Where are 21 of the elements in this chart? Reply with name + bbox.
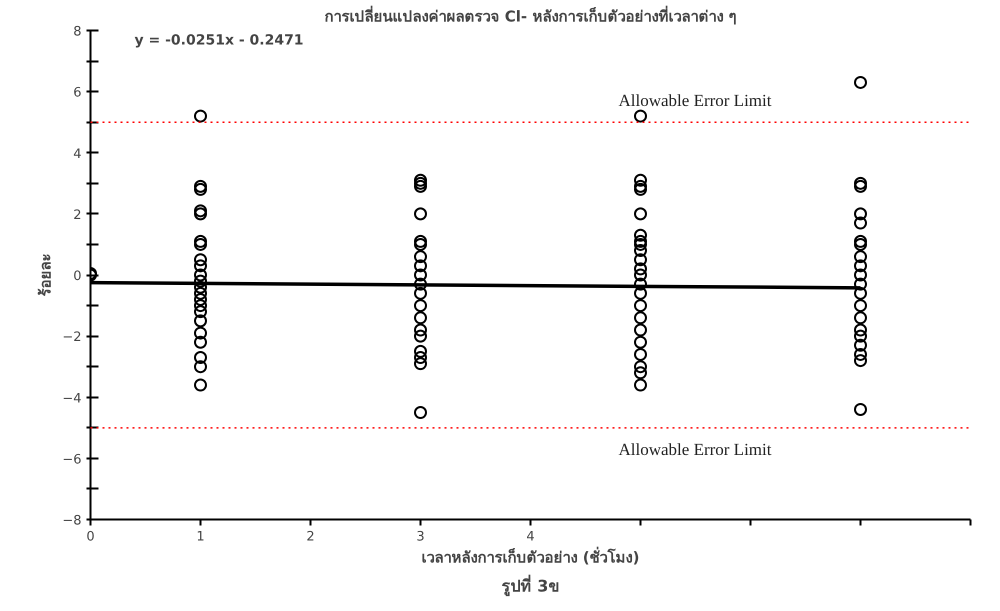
- y-tick-label: 4: [73, 146, 82, 162]
- ref-line-label: Allowable Error Limit: [618, 91, 772, 110]
- y-tick-label: −8: [62, 514, 82, 528]
- y-tick-label: −6: [62, 452, 82, 468]
- x-tick-label: 2: [306, 530, 315, 544]
- text: รูปที่ 3ข: [502, 574, 560, 598]
- y-tick-label: −4: [62, 391, 82, 406]
- x-tick-label: 3: [416, 530, 425, 544]
- y-tick-label: 8: [73, 24, 82, 40]
- y-tick-label: 0: [73, 269, 82, 284]
- ref-line-label: Allowable Error Limit: [618, 440, 772, 459]
- x-axis-title: เวลาหลังการเก็บตัวอย่าง (ชั่วโมง): [422, 546, 640, 566]
- x-tick-label: 4: [526, 530, 535, 544]
- x-tick-label: 0: [86, 530, 95, 544]
- y-axis-title: ร้อยละ: [36, 254, 54, 296]
- y-tick-label: 6: [73, 86, 82, 101]
- y-tick-label: −2: [62, 330, 82, 346]
- y-tick-label: 2: [73, 208, 82, 223]
- x-tick-label: 1: [196, 530, 205, 544]
- annotation: y = -0.0251x - 0.2471: [134, 32, 304, 48]
- chart-title: การเปลี่ยนแปลงค่าผลตรวจ Cl- หลังการเก็บตัวอย่างที่เวลาต่าง ๆ: [324, 6, 737, 26]
